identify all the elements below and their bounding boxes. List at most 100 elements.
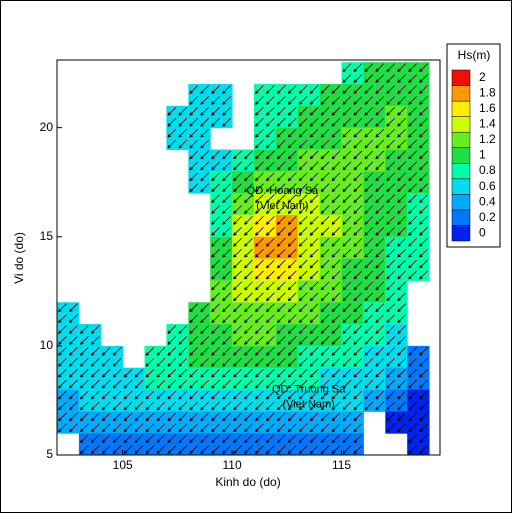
arrow: [386, 117, 396, 127]
arrow: [298, 423, 308, 433]
arrow: [320, 150, 330, 160]
arrow: [364, 390, 374, 400]
arrow: [189, 401, 199, 411]
colorbar-label: 1.4: [479, 117, 496, 131]
arrow: [298, 139, 308, 149]
arrow: [408, 205, 417, 214]
arrow: [266, 314, 275, 323]
arrow: [69, 412, 78, 422]
arrow: [112, 445, 122, 454]
arrow: [386, 292, 396, 302]
arrow: [101, 368, 111, 378]
arrow: [276, 183, 286, 193]
arrow: [178, 379, 188, 389]
arrow: [69, 368, 78, 378]
arrow: [408, 434, 417, 444]
arrow: [112, 368, 122, 378]
arrow: [178, 128, 188, 138]
arrow: [309, 172, 319, 182]
arrow: [255, 194, 264, 203]
arrow: [255, 292, 264, 302]
arrow: [189, 379, 199, 389]
arrow: [244, 401, 253, 411]
arrow: [211, 248, 220, 258]
arrow: [233, 401, 242, 411]
arrow: [386, 205, 396, 214]
arrow: [298, 401, 308, 411]
arrow: [419, 248, 428, 258]
arrow: [189, 368, 199, 378]
arrow: [375, 336, 385, 345]
arrow: [375, 172, 385, 182]
arrow: [90, 423, 100, 433]
y-axis-label: Vi do (do): [12, 232, 26, 284]
arrow: [145, 423, 155, 433]
arrow: [397, 172, 406, 182]
colorbar-label: 1: [479, 148, 486, 162]
arrow: [211, 107, 220, 116]
arrow: [90, 379, 100, 389]
arrow: [276, 227, 286, 236]
arrow: [397, 423, 406, 433]
arrow: [255, 205, 264, 214]
arrow: [178, 423, 188, 433]
arrow: [386, 194, 396, 203]
arrow: [386, 390, 396, 400]
arrow: [386, 314, 396, 323]
arrow: [200, 357, 210, 367]
arrow: [233, 183, 242, 193]
arrow: [353, 96, 363, 105]
arrow: [331, 314, 341, 323]
arrow: [79, 379, 89, 389]
arrow: [255, 128, 264, 138]
arrow: [331, 445, 341, 454]
arrow: [408, 117, 417, 127]
arrow: [342, 314, 352, 323]
arrow: [244, 303, 253, 313]
arrow: [112, 423, 122, 433]
arrow: [244, 248, 253, 258]
arrow: [244, 183, 253, 193]
arrow: [266, 194, 275, 203]
arrow: [156, 368, 166, 378]
arrow: [276, 216, 286, 225]
arrow: [408, 248, 417, 258]
arrow: [386, 74, 396, 83]
arrow: [386, 325, 396, 334]
arrow: [353, 227, 363, 236]
arrow: [90, 401, 100, 411]
arrow: [419, 423, 428, 433]
arrow: [255, 303, 264, 313]
arrow: [309, 379, 319, 389]
arrow: [266, 303, 275, 313]
arrow: [419, 161, 428, 171]
arrow: [276, 434, 286, 444]
arrow: [276, 161, 286, 171]
arrow: [309, 314, 319, 323]
arrow: [331, 412, 341, 422]
arrow: [419, 128, 428, 138]
arrow: [386, 270, 396, 280]
arrow: [419, 205, 428, 214]
arrow: [375, 248, 385, 258]
arrow: [309, 96, 319, 105]
arrow: [320, 325, 330, 334]
arrow: [266, 216, 275, 225]
arrow: [320, 303, 330, 313]
arrow: [211, 434, 220, 444]
arrow: [101, 445, 111, 454]
arrow: [364, 117, 374, 127]
arrow: [408, 259, 417, 269]
arrow: [320, 281, 330, 291]
arrow: [222, 205, 231, 214]
arrow: [200, 347, 210, 356]
arrow: [364, 74, 374, 83]
arrow: [364, 368, 374, 378]
arrow: [211, 445, 220, 454]
annotation: (Viet Nam): [256, 200, 308, 212]
arrow: [364, 85, 374, 94]
arrow: [276, 336, 286, 345]
arrow: [266, 237, 275, 247]
arrow: [375, 183, 385, 193]
arrow: [287, 347, 297, 356]
